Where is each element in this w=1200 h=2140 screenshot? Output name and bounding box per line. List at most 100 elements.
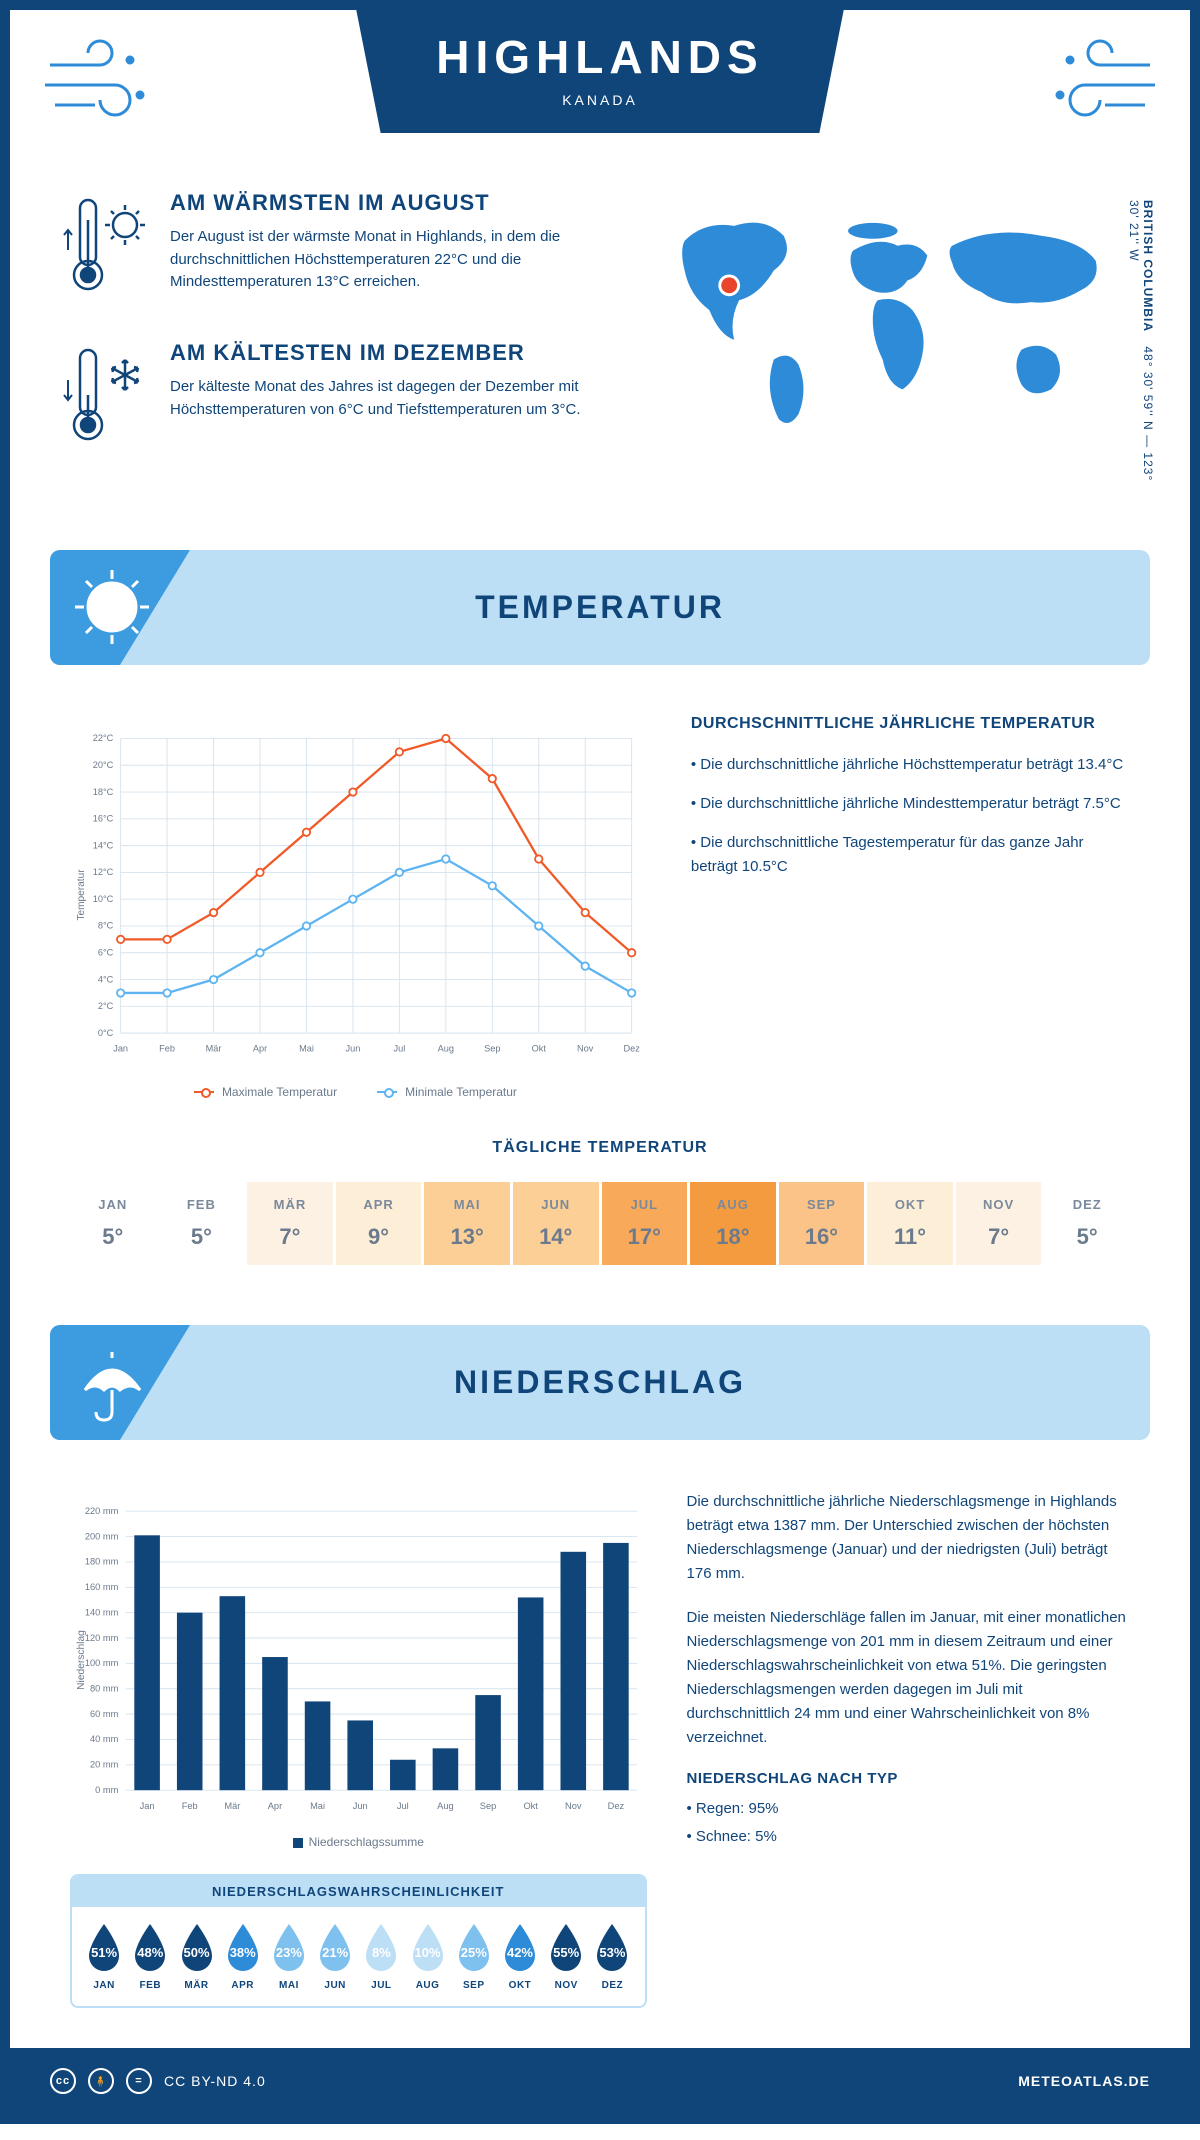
svg-text:20°C: 20°C xyxy=(93,760,114,770)
svg-text:Mär: Mär xyxy=(206,1044,222,1054)
page-title: HIGHLANDS xyxy=(436,30,763,84)
svg-text:4°C: 4°C xyxy=(98,974,114,984)
daily-temp-cell: NOV7° xyxy=(956,1182,1042,1265)
svg-text:Apr: Apr xyxy=(268,1801,282,1811)
daily-temp-cell: JUL17° xyxy=(602,1182,688,1265)
svg-text:140 mm: 140 mm xyxy=(85,1607,119,1617)
legend-min: Minimale Temperatur xyxy=(405,1085,517,1099)
precip-p1: Die durchschnittliche jährliche Niedersc… xyxy=(687,1490,1130,1586)
svg-text:Aug: Aug xyxy=(437,1801,454,1811)
svg-text:14°C: 14°C xyxy=(93,840,114,850)
daily-temp-cell: DEZ5° xyxy=(1044,1182,1130,1265)
prob-drop: 10% AUG xyxy=(405,1922,449,1991)
svg-text:Niederschlag: Niederschlag xyxy=(76,1630,87,1690)
svg-text:120 mm: 120 mm xyxy=(85,1633,119,1643)
precip-type-2: • Schnee: 5% xyxy=(687,1825,1130,1849)
legend-max: Maximale Temperatur xyxy=(222,1085,337,1099)
svg-text:0°C: 0°C xyxy=(98,1028,114,1038)
by-icon: 🧍 xyxy=(88,2068,114,2094)
annual-temp-b3: • Die durchschnittliche Tagestemperatur … xyxy=(691,831,1130,879)
daily-temp-cell: FEB5° xyxy=(159,1182,245,1265)
svg-text:Jan: Jan xyxy=(113,1044,128,1054)
svg-text:Sep: Sep xyxy=(484,1044,500,1054)
daily-temp-block: TÄGLICHE TEMPERATUR JAN5°FEB5°MÄR7°APR9°… xyxy=(10,1129,1190,1305)
daily-temp-cell: MÄR7° xyxy=(247,1182,333,1265)
prob-drop: 23% MAI xyxy=(267,1922,311,1991)
wind-icon xyxy=(40,35,160,130)
precip-legend: Niederschlagssumme xyxy=(70,1835,647,1849)
prob-drop: 48% FEB xyxy=(128,1922,172,1991)
svg-text:Jun: Jun xyxy=(346,1044,361,1054)
umbrella-icon xyxy=(70,1340,155,1430)
precip-bar-chart: 0 mm20 mm40 mm60 mm80 mm100 mm120 mm140 … xyxy=(70,1490,647,1830)
intro-facts: AM WÄRMSTEN IM AUGUST Der August ist der… xyxy=(60,190,605,490)
svg-text:0 mm: 0 mm xyxy=(95,1785,118,1795)
annual-temp-b1: • Die durchschnittliche jährliche Höchst… xyxy=(691,753,1130,777)
thermometer-snow-icon xyxy=(60,340,150,455)
warmest-fact: AM WÄRMSTEN IM AUGUST Der August ist der… xyxy=(60,190,605,305)
precip-type-title: NIEDERSCHLAG NACH TYP xyxy=(687,1770,1130,1787)
svg-text:160 mm: 160 mm xyxy=(85,1582,119,1592)
svg-text:Jul: Jul xyxy=(397,1801,409,1811)
page-container: HIGHLANDS KANADA xyxy=(0,0,1200,2124)
svg-text:Jul: Jul xyxy=(394,1044,406,1054)
daily-temp-cell: JUN14° xyxy=(513,1182,599,1265)
precip-title: NIEDERSCHLAG xyxy=(454,1364,746,1401)
temp-title: TEMPERATUR xyxy=(475,589,725,626)
temp-annual-text: DURCHSCHNITTLICHE JÄHRLICHE TEMPERATUR •… xyxy=(691,715,1130,1099)
warmest-text: Der August ist der wärmste Monat in High… xyxy=(170,226,605,294)
nd-icon: = xyxy=(126,2068,152,2094)
prob-drop: 25% SEP xyxy=(452,1922,496,1991)
temp-line-chart: 0°C2°C4°C6°C8°C10°C12°C14°C16°C18°C20°C2… xyxy=(70,715,641,1099)
daily-temp-title: TÄGLICHE TEMPERATUR xyxy=(70,1139,1130,1157)
svg-text:Aug: Aug xyxy=(438,1044,454,1054)
thermometer-sun-icon xyxy=(60,190,150,305)
daily-temp-cell: MAI13° xyxy=(424,1182,510,1265)
coldest-title: AM KÄLTESTEN IM DEZEMBER xyxy=(170,340,605,366)
precip-type-1: • Regen: 95% xyxy=(687,1797,1130,1821)
svg-text:Temperatur: Temperatur xyxy=(76,869,87,921)
daily-temp-cell: APR9° xyxy=(336,1182,422,1265)
coordinates: BRITISH COLUMBIA 48° 30' 59'' N — 123° 3… xyxy=(1127,200,1155,490)
svg-text:Sep: Sep xyxy=(480,1801,497,1811)
svg-text:Okt: Okt xyxy=(523,1801,538,1811)
svg-text:22°C: 22°C xyxy=(93,733,114,743)
svg-text:Dez: Dez xyxy=(623,1044,640,1054)
latitude: 48° 30' 59'' N xyxy=(1141,346,1155,430)
page-subtitle: KANADA xyxy=(436,92,763,108)
annual-temp-title: DURCHSCHNITTLICHE JÄHRLICHE TEMPERATUR xyxy=(691,715,1130,733)
temp-section-header: TEMPERATUR xyxy=(50,550,1150,665)
license-text: CC BY-ND 4.0 xyxy=(164,2073,266,2089)
svg-text:200 mm: 200 mm xyxy=(85,1531,119,1541)
svg-text:100 mm: 100 mm xyxy=(85,1658,119,1668)
precip-probability-box: NIEDERSCHLAGSWAHRSCHEINLICHKEIT 51% JAN … xyxy=(70,1874,647,2008)
svg-text:10°C: 10°C xyxy=(93,894,114,904)
precip-p2: Die meisten Niederschläge fallen im Janu… xyxy=(687,1606,1130,1750)
world-map-icon xyxy=(645,190,1140,450)
svg-text:16°C: 16°C xyxy=(93,814,114,824)
coldest-fact: AM KÄLTESTEN IM DEZEMBER Der kälteste Mo… xyxy=(60,340,605,455)
temp-body: 0°C2°C4°C6°C8°C10°C12°C14°C16°C18°C20°C2… xyxy=(10,685,1190,1129)
svg-text:Apr: Apr xyxy=(253,1044,267,1054)
svg-text:2°C: 2°C xyxy=(98,1001,114,1011)
svg-text:220 mm: 220 mm xyxy=(85,1506,119,1516)
daily-temp-cell: OKT11° xyxy=(867,1182,953,1265)
footer: cc 🧍 = CC BY-ND 4.0 METEOATLAS.DE xyxy=(10,2048,1190,2114)
prob-drop: 53% DEZ xyxy=(590,1922,634,1991)
prob-drop: 55% NOV xyxy=(544,1922,588,1991)
daily-temp-cell: AUG18° xyxy=(690,1182,776,1265)
temp-legend: Maximale Temperatur Minimale Temperatur xyxy=(70,1085,641,1099)
precip-body: 0 mm20 mm40 mm60 mm80 mm100 mm120 mm140 … xyxy=(10,1460,1190,2048)
svg-text:Mai: Mai xyxy=(310,1801,325,1811)
svg-text:Okt: Okt xyxy=(532,1044,547,1054)
prob-drop: 8% JUL xyxy=(359,1922,403,1991)
sun-icon xyxy=(70,565,155,655)
precip-section-header: NIEDERSCHLAG xyxy=(50,1325,1150,1440)
svg-text:8°C: 8°C xyxy=(98,921,114,931)
svg-text:Mai: Mai xyxy=(299,1044,314,1054)
site-name: METEOATLAS.DE xyxy=(1018,2073,1150,2089)
svg-text:6°C: 6°C xyxy=(98,948,114,958)
svg-text:180 mm: 180 mm xyxy=(85,1557,119,1567)
cc-icon: cc xyxy=(50,2068,76,2094)
svg-text:12°C: 12°C xyxy=(93,867,114,877)
